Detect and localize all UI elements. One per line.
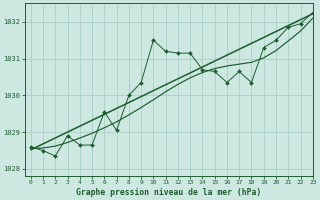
X-axis label: Graphe pression niveau de la mer (hPa): Graphe pression niveau de la mer (hPa) [76,188,261,197]
